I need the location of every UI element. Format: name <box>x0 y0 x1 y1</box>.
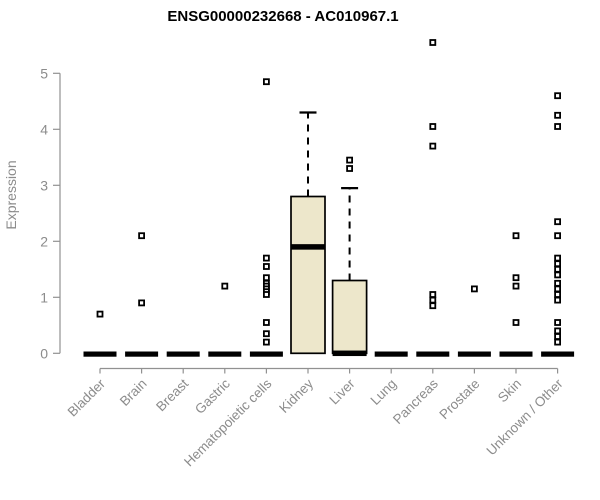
box-iqr <box>331 279 368 355</box>
outlier-point <box>346 165 354 172</box>
y-axis-label: Expression <box>3 160 19 229</box>
y-tick-label: 1 <box>40 289 48 305</box>
outlier-point <box>554 279 561 287</box>
x-tick-label-bladder: Bladder <box>65 376 109 420</box>
boxplot-liver <box>331 187 368 357</box>
boxplot-hematopoietic-cells <box>249 351 283 357</box>
y-tick-label: 2 <box>40 233 48 249</box>
outlier-point <box>221 282 229 290</box>
outlier-point <box>554 232 561 240</box>
outlier-point <box>554 260 561 268</box>
x-tick-label-skin: Skin <box>495 376 524 405</box>
outlier-point <box>429 291 437 298</box>
outlier-point <box>262 330 270 338</box>
outlier-point <box>554 291 561 298</box>
outlier-point <box>512 282 520 290</box>
median-line <box>291 244 325 250</box>
collapsed-box <box>166 351 200 357</box>
x-tick-label-lung: Lung <box>367 376 399 408</box>
x-tick-label-unknown-other: Unknown / Other <box>483 376 566 459</box>
outlier-point <box>554 333 561 340</box>
boxplot-pancreas <box>416 351 450 357</box>
outlier-point <box>262 274 270 282</box>
outlier-point <box>554 296 561 304</box>
outlier-point <box>554 319 561 326</box>
y-tick-label: 4 <box>40 121 48 137</box>
box-iqr <box>290 195 326 355</box>
collapsed-box <box>208 351 242 357</box>
outlier-point <box>262 338 270 346</box>
outlier-point <box>262 291 270 298</box>
outlier-point <box>512 319 520 326</box>
y-axis: 0 1 2 3 4 5 <box>40 65 61 361</box>
boxplot-prostate <box>457 351 491 357</box>
outlier-point <box>554 285 561 293</box>
outlier-point <box>554 254 561 262</box>
boxplot-brain <box>125 351 159 357</box>
boxplot-kidney <box>290 111 326 355</box>
outlier-point <box>554 327 561 335</box>
outlier-point <box>554 271 561 279</box>
collapsed-box <box>374 351 408 357</box>
y-tick-label: 0 <box>40 345 48 361</box>
boxplot-unknown-other <box>541 351 575 357</box>
chart-title: ENSG00000232668 - AC010967.1 <box>167 8 398 25</box>
boxplot-skin <box>499 351 533 357</box>
outlier-point <box>96 310 104 318</box>
x-tick-label-pancreas: Pancreas <box>390 376 441 427</box>
outlier-point <box>512 232 520 240</box>
outlier-point <box>262 319 270 326</box>
outlier-point <box>429 123 437 130</box>
boxplot-bladder <box>83 351 117 357</box>
x-tick-label-breast: Breast <box>153 376 191 414</box>
outlier-point <box>429 142 437 150</box>
median-line <box>332 350 367 357</box>
outlier-point <box>346 156 354 164</box>
x-tick-label-brain: Brain <box>117 376 150 409</box>
x-tick-label-gastric: Gastric <box>192 376 233 417</box>
outlier-point <box>262 78 270 86</box>
outlier-points <box>96 39 561 346</box>
outlier-point <box>138 232 146 240</box>
boxplot-lung <box>374 351 408 357</box>
outlier-point <box>429 39 437 46</box>
outlier-point <box>554 111 561 119</box>
collapsed-box <box>541 351 575 357</box>
outlier-point <box>554 218 561 226</box>
collapsed-box <box>499 351 533 357</box>
outlier-point <box>554 338 561 346</box>
collapsed-box <box>416 351 450 357</box>
outlier-point <box>138 299 146 307</box>
outlier-point <box>554 92 561 100</box>
collapsed-box <box>457 351 491 357</box>
collapsed-box <box>249 351 283 357</box>
outlier-point <box>470 285 478 293</box>
outlier-point <box>262 254 270 262</box>
x-tick-label-kidney: Kidney <box>276 376 316 416</box>
x-tick-label-prostate: Prostate <box>436 376 482 422</box>
outlier-point <box>429 296 437 304</box>
y-tick-label: 3 <box>40 177 48 193</box>
outlier-point <box>554 123 561 130</box>
boxplot-gastric <box>208 351 242 357</box>
boxplots <box>83 111 575 357</box>
outlier-point <box>554 265 561 273</box>
outlier-point <box>262 263 270 270</box>
collapsed-box <box>83 351 117 357</box>
outlier-point <box>429 302 437 310</box>
x-tick-label-liver: Liver <box>326 376 358 408</box>
collapsed-box <box>125 351 159 357</box>
outlier-point <box>512 274 520 282</box>
boxplot-breast <box>166 351 200 357</box>
y-tick-label: 5 <box>40 65 48 81</box>
